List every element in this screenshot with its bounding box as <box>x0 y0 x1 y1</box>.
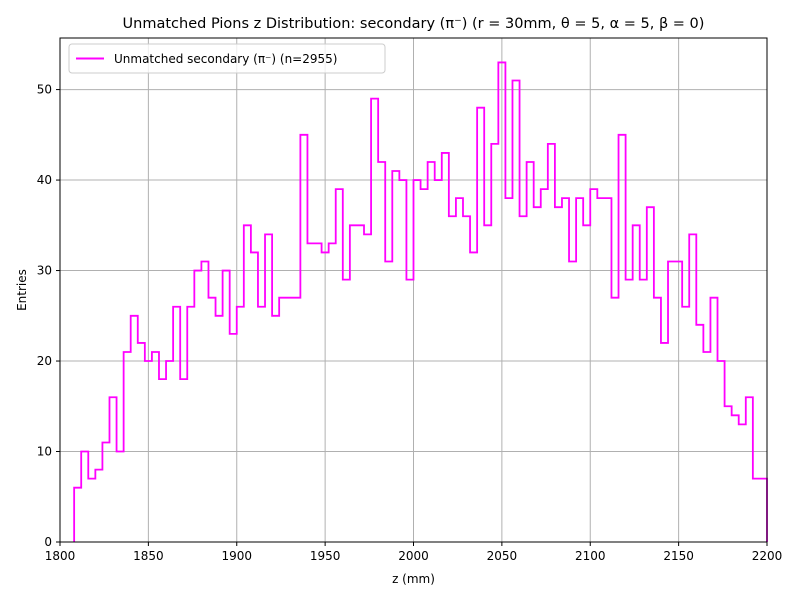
x-tick-label: 1800 <box>45 549 76 563</box>
y-axis-ticks: 0 10 20 30 40 50 <box>37 83 60 549</box>
x-tick-label: 1850 <box>133 549 164 563</box>
x-tick-label: 2000 <box>398 549 429 563</box>
x-tick-label: 2200 <box>752 549 783 563</box>
x-tick-label: 2050 <box>487 549 518 563</box>
y-tick-label: 30 <box>37 264 52 278</box>
legend: Unmatched secondary (π⁻) (n=2955) <box>68 43 386 74</box>
x-tick-label: 1950 <box>310 549 341 563</box>
y-tick-label: 10 <box>37 445 52 459</box>
y-tick-label: 40 <box>37 173 52 187</box>
x-tick-label: 1900 <box>221 549 252 563</box>
y-tick-label: 20 <box>37 354 52 368</box>
chart-title: Unmatched Pions z Distribution: secondar… <box>123 16 705 32</box>
legend-entry-label: Unmatched secondary (π⁻) (n=2955) <box>114 52 337 66</box>
series-layer <box>73 61 768 542</box>
x-tick-label: 2150 <box>663 549 694 563</box>
y-tick-label: 50 <box>37 83 52 97</box>
x-axis-ticks: 1800 1850 1900 1950 2000 2050 2100 2150 2200 <box>45 542 783 563</box>
legend-box <box>68 43 386 74</box>
y-tick-label: 0 <box>44 535 52 549</box>
histogram-series-line <box>73 61 768 542</box>
y-axis-label: Entries <box>15 269 29 311</box>
x-axis-label: z (mm) <box>392 572 435 586</box>
x-tick-label: 2100 <box>575 549 606 563</box>
